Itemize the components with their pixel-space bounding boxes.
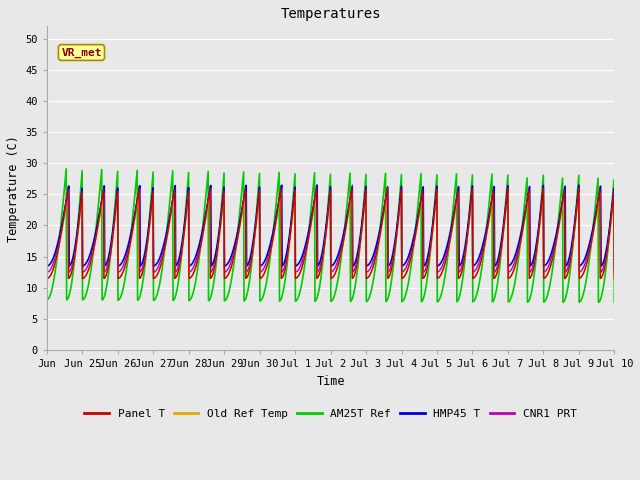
X-axis label: Time: Time <box>316 374 345 387</box>
Text: VR_met: VR_met <box>61 48 102 58</box>
Legend: Panel T, Old Ref Temp, AM25T Ref, HMP45 T, CNR1 PRT: Panel T, Old Ref Temp, AM25T Ref, HMP45 … <box>80 404 581 423</box>
Title: Temperatures: Temperatures <box>280 7 381 21</box>
Y-axis label: Temperature (C): Temperature (C) <box>7 135 20 241</box>
